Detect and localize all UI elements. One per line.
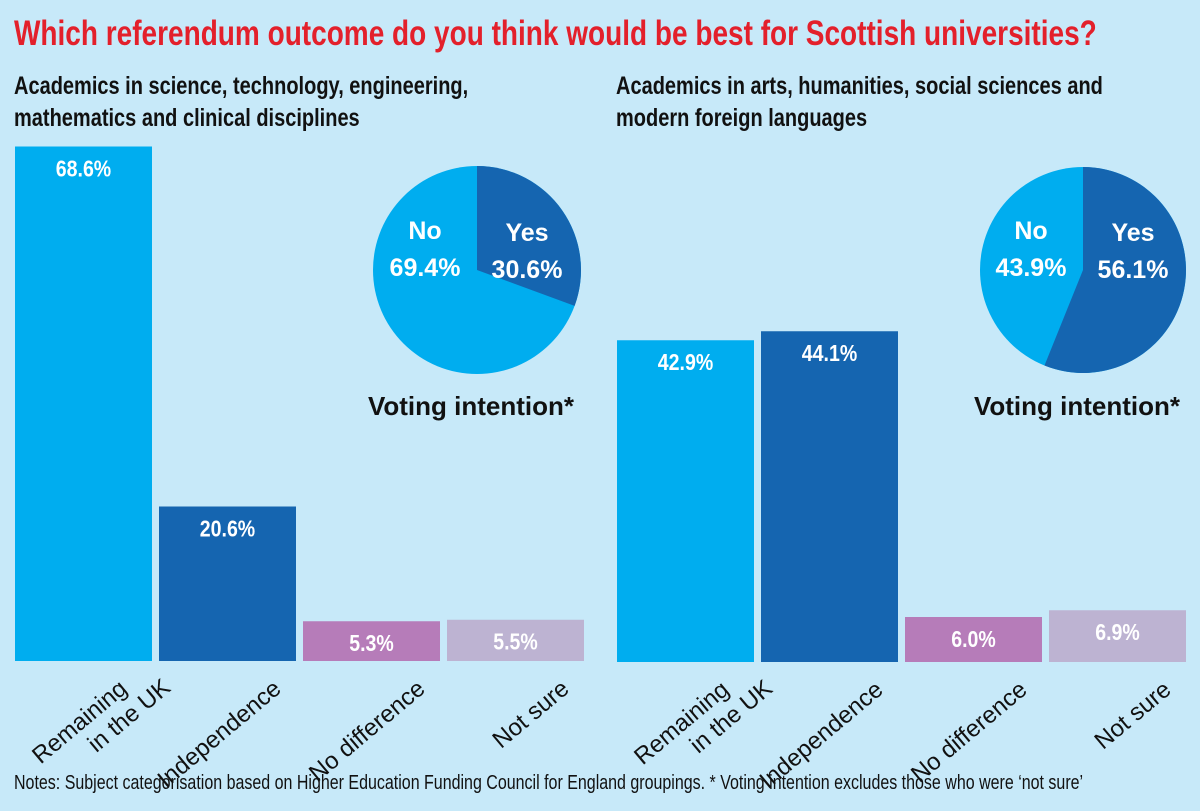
bar-value-label: 5.5%	[493, 629, 538, 655]
bar-2	[905, 617, 1042, 662]
pie-label-yes-value: 56.1%	[1098, 256, 1169, 284]
right-title-line-2: modern foreign languages	[616, 104, 868, 132]
bar-value-label: 68.6%	[56, 156, 111, 182]
bar-value-label: 20.6%	[200, 516, 255, 542]
left-panel-title: Academics in science, technology, engine…	[14, 70, 468, 134]
pie-slice-yes	[477, 166, 581, 306]
right-title-line-1: Academics in arts, humanities, social sc…	[616, 72, 1103, 100]
bar-value-label: 6.0%	[951, 627, 996, 653]
pie-label-no-value: 69.4%	[390, 254, 461, 282]
category-label: Not sure	[1090, 676, 1177, 755]
bar-3	[447, 619, 584, 661]
bar-value-label: 44.1%	[802, 341, 857, 367]
bar-1	[761, 331, 898, 662]
pie-title: Voting intention*	[974, 391, 1181, 421]
pie-label-no-value: 43.9%	[996, 254, 1067, 282]
right-panel-title: Academics in arts, humanities, social sc…	[616, 70, 1103, 134]
pie-label-yes-name: Yes	[1111, 219, 1154, 247]
bar-1	[159, 506, 296, 661]
pie-label-yes-name: Yes	[505, 219, 548, 247]
pie-label-yes-value: 30.6%	[492, 256, 563, 284]
bar-2	[303, 621, 440, 661]
chart-title: Which referendum outcome do you think wo…	[14, 14, 1097, 53]
category-label: Not sure	[488, 675, 575, 754]
category-label: Remainingin the UK	[27, 653, 176, 790]
bar-value-label: 6.9%	[1095, 620, 1140, 646]
left-title-line-1: Academics in science, technology, engine…	[14, 72, 469, 100]
bar-value-label: 42.9%	[658, 350, 713, 376]
bar-3	[1049, 610, 1186, 662]
pie-title: Voting intention*	[368, 391, 575, 421]
bar-value-label: 5.3%	[349, 631, 394, 657]
pie-label-no-name: No	[408, 217, 441, 245]
pie-slice-yes	[1044, 167, 1186, 373]
bar-0	[15, 146, 152, 661]
category-label: Remainingin the UK	[629, 654, 778, 791]
bar-0	[617, 340, 754, 662]
left-title-line-2: mathematics and clinical disciplines	[14, 104, 360, 132]
chart-notes: Notes: Subject categorisation based on H…	[14, 772, 1084, 794]
category-label: No difference	[304, 675, 430, 787]
pie-label-no-name: No	[1014, 217, 1047, 245]
